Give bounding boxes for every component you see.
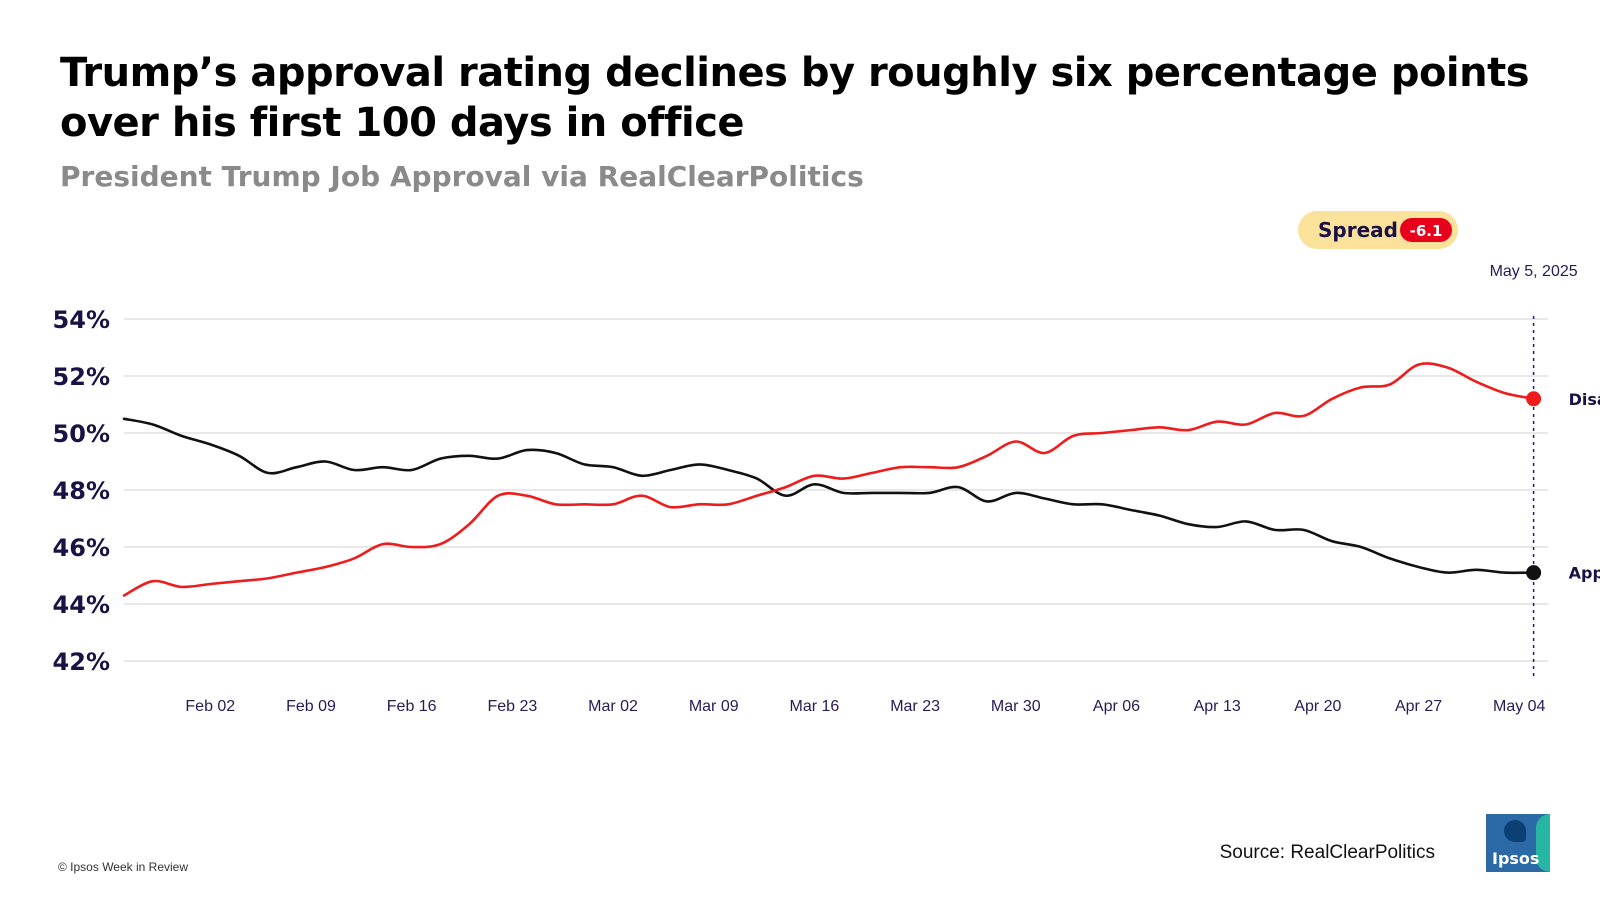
series-lines <box>122 362 1535 597</box>
spread-value: -6.1 <box>1410 222 1443 240</box>
ipsos-logo: Ipsos <box>1486 814 1550 872</box>
y-tick-label: 54% <box>53 306 110 334</box>
x-tick-label: Feb 09 <box>286 698 336 715</box>
copyright-note: © Ipsos Week in Review <box>58 860 189 874</box>
end-markers: Approve 45.1% Disapprove 51.2% <box>1526 390 1600 583</box>
chart-title: Trump’s approval rating declines by roug… <box>60 50 1530 146</box>
spread-badge: Spread -6.1 <box>1298 211 1458 249</box>
y-tick-label: 42% <box>53 648 110 676</box>
x-tick-label: Feb 23 <box>487 698 537 715</box>
x-tick-label: Feb 16 <box>387 698 437 715</box>
x-tick-label: Apr 13 <box>1194 698 1241 715</box>
end-label-approve: Approve 45.1% <box>1569 564 1600 583</box>
x-tick-label: Mar 23 <box>890 698 940 715</box>
x-tick-label: Mar 16 <box>790 698 840 715</box>
x-axis-ticks: Feb 02 Feb 09 Feb 16 Feb 23 Mar 02 Mar 09 Mar … <box>185 698 1545 715</box>
x-tick-label: Mar 02 <box>588 698 638 715</box>
y-tick-label: 44% <box>53 591 110 619</box>
y-tick-label: 50% <box>53 420 110 448</box>
source-note: Source: RealClearPolitics <box>1219 842 1435 863</box>
x-tick-label: May 04 <box>1493 698 1546 715</box>
end-label-disapprove: Disapprove 51.2% <box>1569 390 1600 409</box>
logo-swoosh-shape <box>1536 814 1550 872</box>
y-tick-label: 48% <box>53 477 110 505</box>
series-line-disapprove <box>122 362 1535 597</box>
x-tick-label: Apr 06 <box>1093 698 1140 715</box>
spread-label: Spread <box>1318 218 1398 242</box>
end-point-disapprove <box>1526 391 1542 407</box>
y-tick-label: 46% <box>53 534 110 562</box>
y-tick-label: 52% <box>53 363 110 391</box>
marker-date-label: May 5, 2025 <box>1490 263 1578 280</box>
x-tick-label: Apr 27 <box>1395 698 1442 715</box>
x-tick-label: Mar 30 <box>991 698 1041 715</box>
x-tick-label: Feb 02 <box>185 698 235 715</box>
logo-text: Ipsos <box>1492 849 1540 868</box>
x-tick-label: Mar 09 <box>689 698 739 715</box>
series-line-approve <box>122 417 1535 575</box>
end-point-approve <box>1526 565 1542 581</box>
x-tick-label: Apr 20 <box>1294 698 1341 715</box>
y-axis-ticks: 42% 44% 46% 48% 50% 52% 54% <box>53 306 110 676</box>
chart-subtitle: President Trump Job Approval via RealCle… <box>60 160 864 193</box>
logo-head-icon <box>1504 820 1526 842</box>
